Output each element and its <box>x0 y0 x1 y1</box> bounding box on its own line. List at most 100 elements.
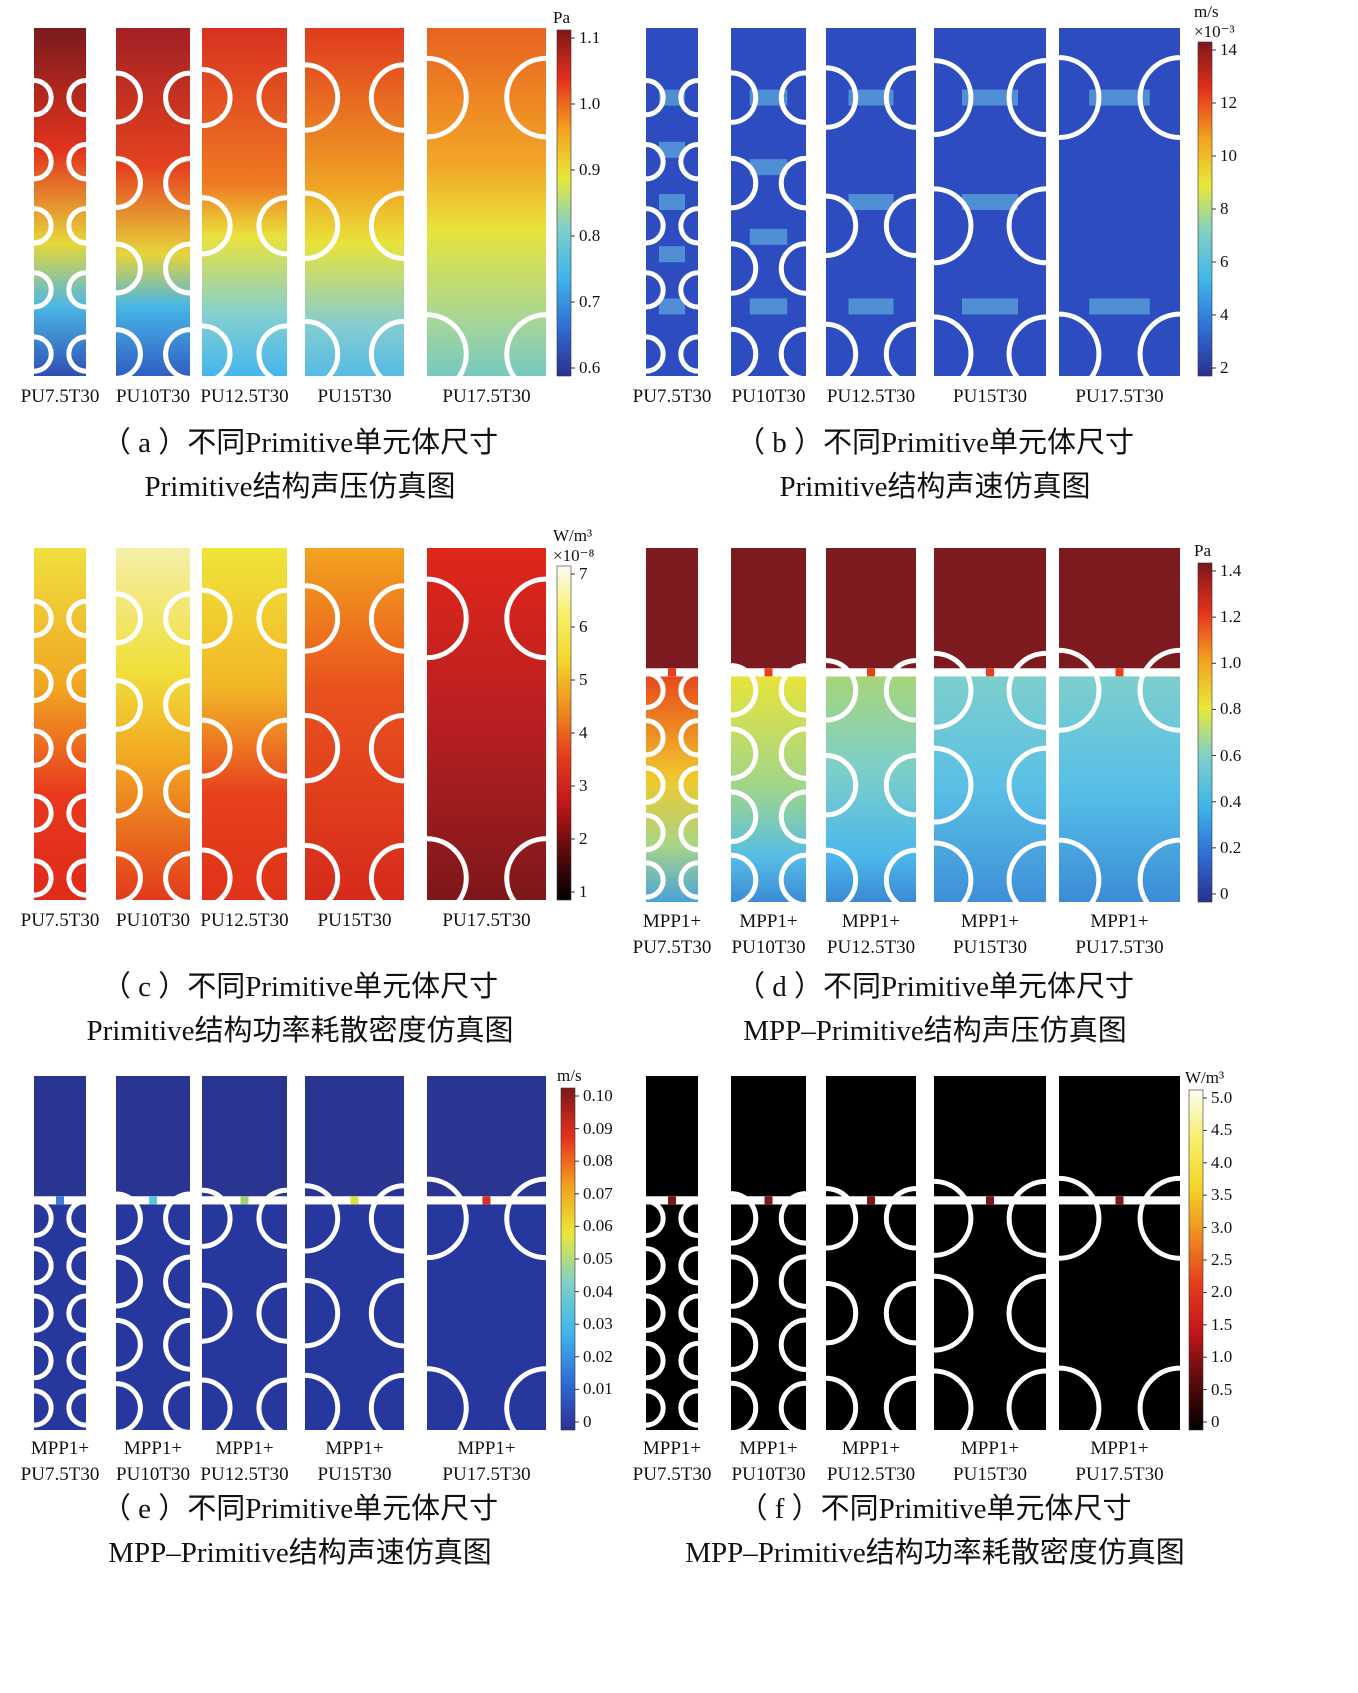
velocity-band <box>659 194 685 210</box>
tpms-wall-right <box>66 206 87 246</box>
panel-caption: （ b ）不同Primitive单元体尺寸 Primitive结构声速仿真图 <box>635 421 1235 509</box>
tpms-wall-left <box>33 77 54 118</box>
air-cavity <box>202 1076 287 1197</box>
cell-label: MPP1+ PU10T30 <box>116 1438 190 1485</box>
simulation-cell-3 <box>200 1076 289 1439</box>
tpms-wall-right <box>778 1191 807 1246</box>
colorbar-tick-label: 0.7 <box>579 292 601 311</box>
colorbar <box>1188 1089 1204 1431</box>
air-cavity <box>731 548 806 669</box>
colorbar-unit: m/s <box>557 1066 582 1085</box>
tpms-wall-left <box>933 1178 974 1258</box>
porous-region <box>427 1204 546 1430</box>
tpms-wall-right <box>66 598 87 639</box>
caption-line-1: （ a ）不同Primitive单元体尺寸 <box>101 427 499 459</box>
tpms-wall-right <box>1137 1365 1181 1451</box>
tpms-wall-right <box>368 713 405 784</box>
tpms-wall-right <box>1006 58 1047 138</box>
cell-label: MPP1+ PU17.5T30 <box>1075 911 1164 958</box>
tpms-wall-left <box>33 793 54 833</box>
porous-region <box>305 548 404 900</box>
tpms-wall-left <box>730 241 759 296</box>
velocity-band <box>848 89 894 106</box>
colorbar-tick-label: 0.9 <box>579 160 601 179</box>
simulation-cell-1 <box>33 548 87 900</box>
tpms-wall-right <box>883 1280 917 1346</box>
tpms-wall-right <box>163 1191 191 1246</box>
porous-region <box>646 676 698 902</box>
simulation-cell-5 <box>1058 28 1181 397</box>
tpms-wall-right <box>678 1340 699 1381</box>
mpp-perforation <box>668 1196 676 1205</box>
air-cavity <box>1059 548 1180 669</box>
tpms-wall-right <box>66 142 87 182</box>
tpms-wall-left <box>201 1377 233 1439</box>
tpms-wall-left <box>730 1317 759 1373</box>
colorbar-tick-label: 1.0 <box>1211 1347 1233 1367</box>
colorbar-tick-label: 8 <box>1220 199 1229 218</box>
simulation-cell-2 <box>115 28 191 381</box>
tpms-wall-left <box>825 1186 859 1251</box>
porous-region <box>1059 28 1180 376</box>
simulation-cell-2 <box>729 1076 808 1436</box>
colorbar-tick-label: 0.8 <box>1220 699 1242 719</box>
panel-caption: （ a ）不同Primitive单元体尺寸 Primitive结构声压仿真图 <box>0 421 600 509</box>
cell-label: PU17.5T30 <box>442 910 531 931</box>
tpms-wall-right <box>163 156 191 210</box>
tpms-wall-left <box>115 1191 143 1246</box>
tpms-wall-left <box>33 334 54 374</box>
tpms-wall-right <box>678 206 699 246</box>
colorbar-exponent: ×10⁻⁸ <box>553 546 595 565</box>
colorbar-tick-label: 0.02 <box>583 1346 613 1366</box>
colorbar-tick-label: 0.05 <box>583 1249 613 1268</box>
mpp-perforation <box>668 668 676 677</box>
tpms-wall-right <box>256 717 288 779</box>
tpms-wall-left <box>933 650 974 730</box>
tpms-wall-left <box>825 752 859 818</box>
porous-region <box>934 1204 1046 1430</box>
colorbar-tick-label: 0 <box>1220 884 1229 903</box>
mpp-perforation <box>56 1196 64 1205</box>
porous-region <box>1059 676 1180 902</box>
tpms-wall-right <box>256 323 288 385</box>
colorbar-tick-label: 0.2 <box>1220 837 1242 857</box>
velocity-band <box>962 194 1018 210</box>
colorbar-unit: W/m³ <box>1185 1068 1225 1087</box>
tpms-wall-left <box>33 1293 54 1333</box>
caption-line-2: MPP–Primitive结构声压仿真图 <box>743 1015 1127 1047</box>
simulation-cell-3 <box>824 548 918 913</box>
porous-region <box>305 1204 404 1430</box>
tpms-wall-right <box>678 77 699 118</box>
tpms-wall-left <box>33 206 54 246</box>
cell-label: MPP1+ PU17.5T30 <box>442 1438 531 1485</box>
tpms-wall-left <box>115 70 143 125</box>
tpms-wall-right <box>163 241 191 296</box>
cell-label: MPP1+ PU7.5T30 <box>20 1438 100 1485</box>
tpms-wall-right <box>504 576 547 661</box>
tpms-wall-right <box>256 1187 288 1249</box>
velocity-band <box>659 246 685 263</box>
cell-label: PU10T30 <box>731 386 806 407</box>
cell-label: PU7.5T30 <box>20 910 100 931</box>
air-cavity <box>646 548 698 669</box>
tpms-wall-right <box>163 678 191 732</box>
tpms-wall-left <box>426 55 469 140</box>
mpp-perforation <box>764 668 773 677</box>
simulation-cell-3 <box>824 1076 918 1441</box>
tpms-wall-left <box>645 1388 666 1428</box>
tpms-wall-left <box>730 1380 759 1436</box>
velocity-band <box>962 89 1018 106</box>
simulation-cell-1 <box>644 1076 700 1430</box>
mpp-perforation <box>240 1196 249 1205</box>
tpms-wall-left <box>1058 311 1102 397</box>
tpms-wall-left <box>426 312 469 396</box>
tpms-wall-left <box>115 1381 143 1435</box>
tpms-wall-left <box>304 713 341 784</box>
colorbar-tick-label: 6 <box>1220 252 1229 271</box>
tpms-wall-left <box>304 842 341 914</box>
tpms-wall-right <box>163 1254 191 1309</box>
tpms-wall-right <box>1006 314 1047 394</box>
tpms-wall-right <box>66 270 87 310</box>
tpms-wall-right <box>163 764 191 819</box>
